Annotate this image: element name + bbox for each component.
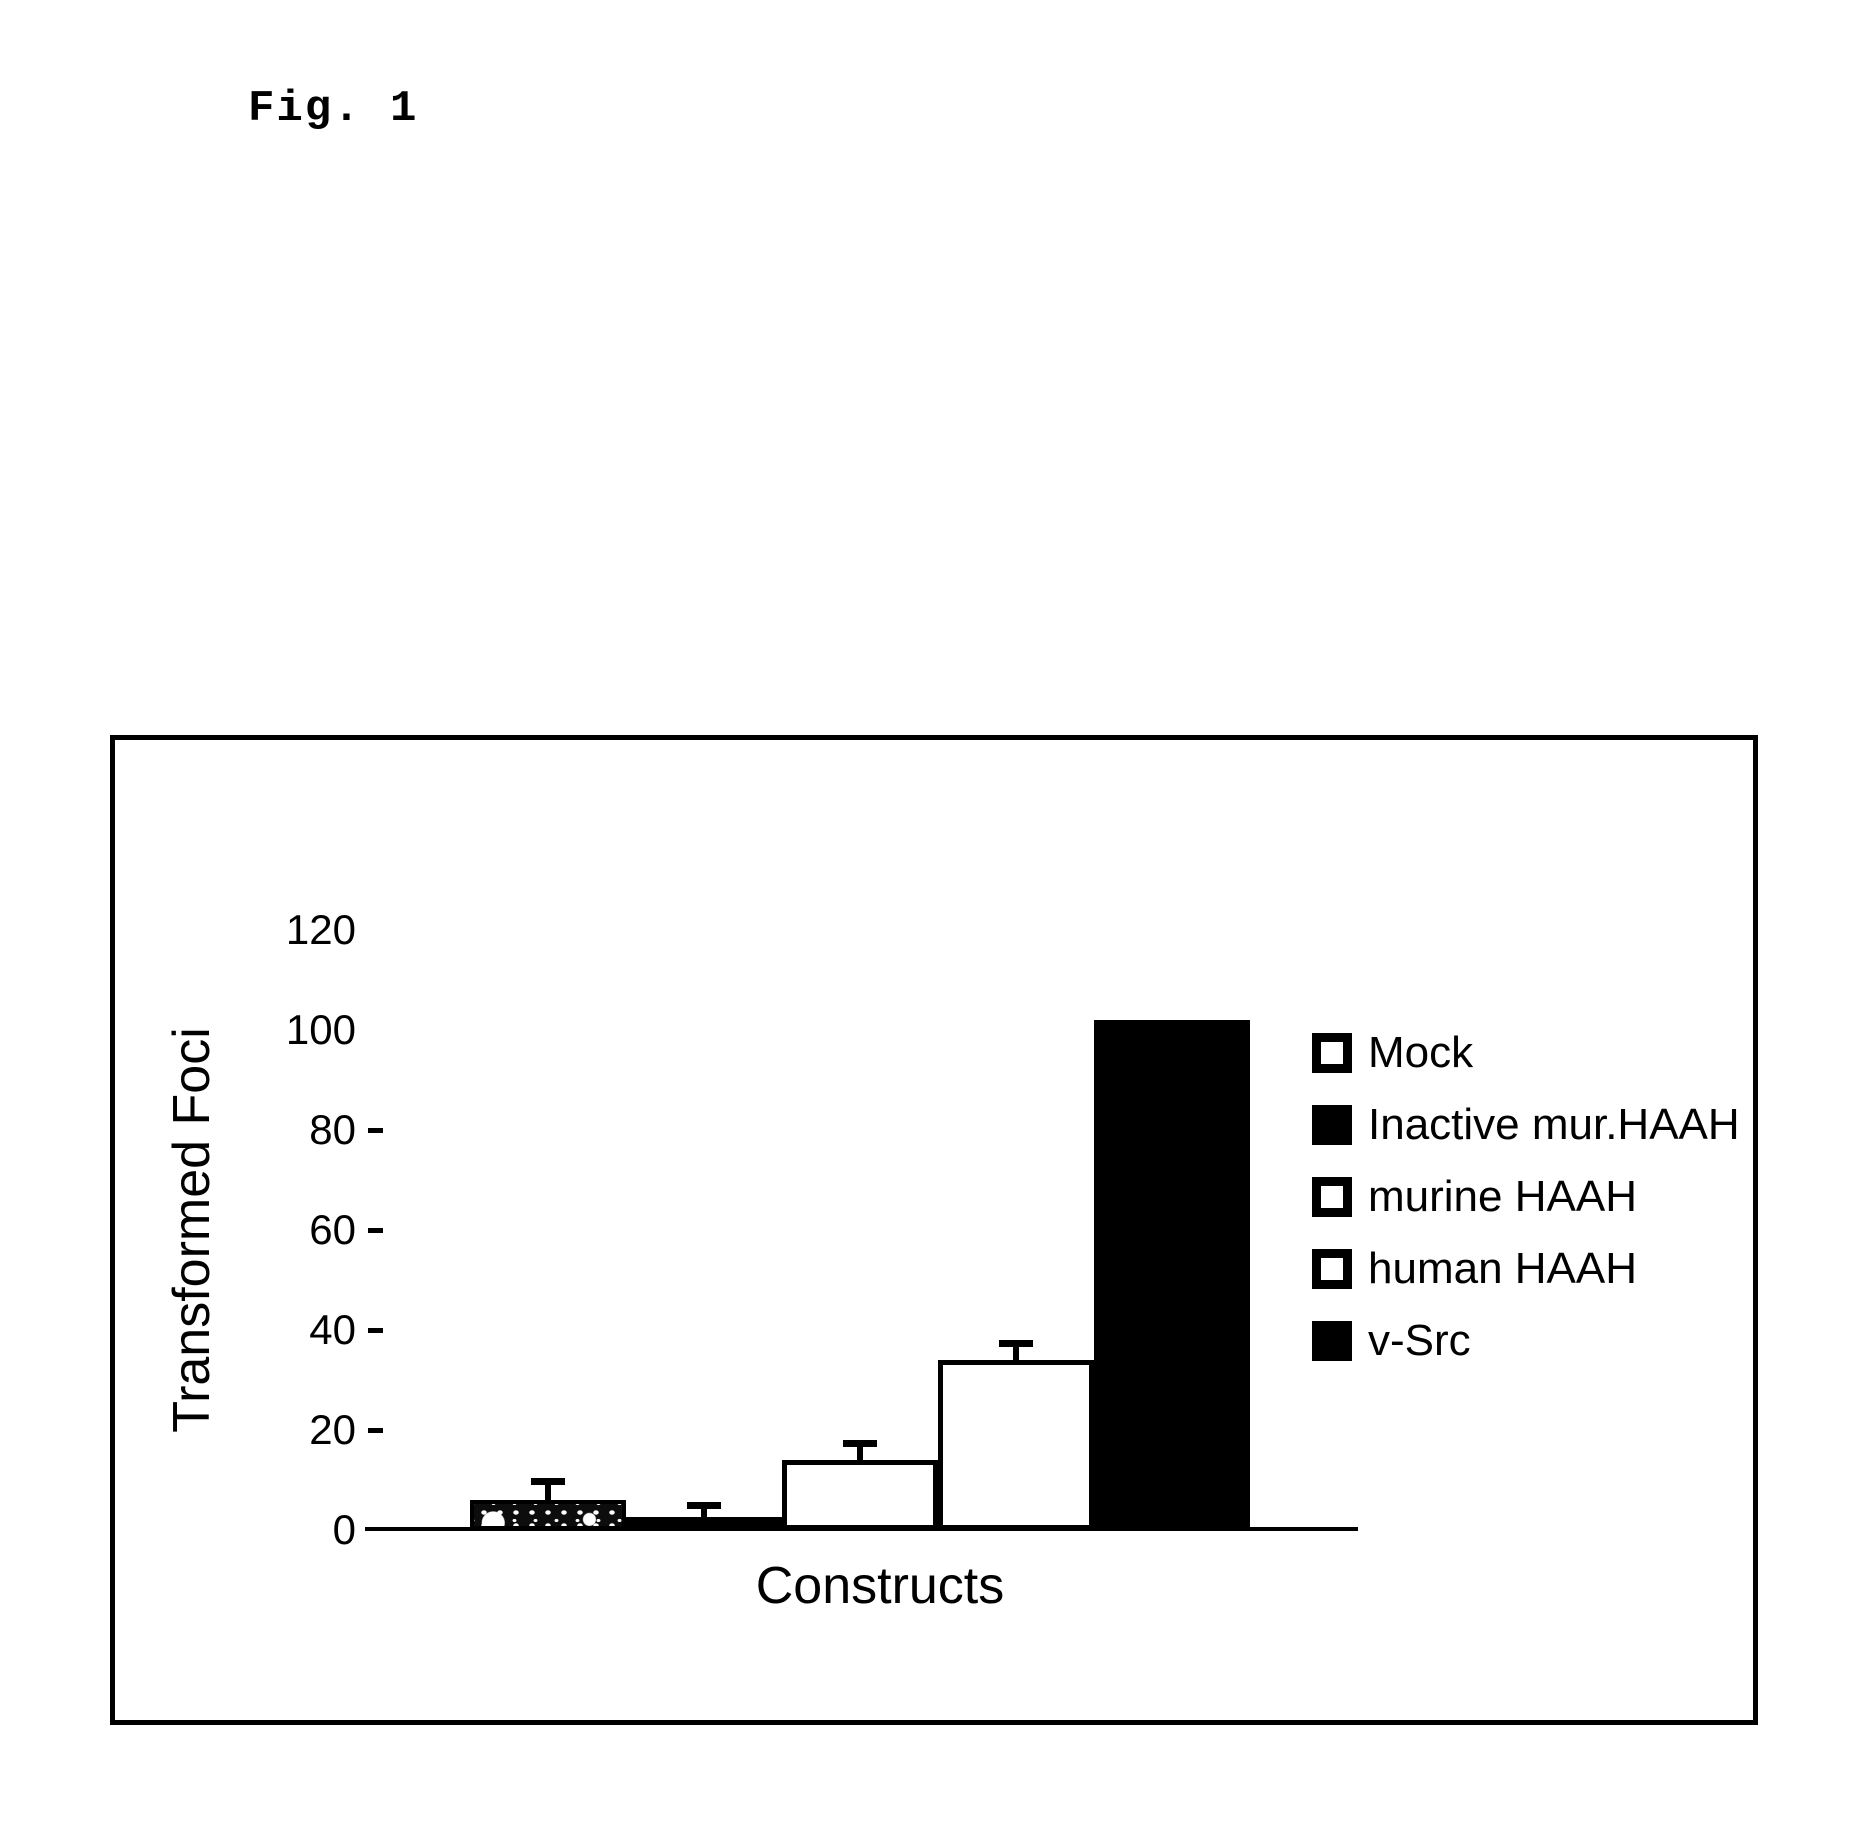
x-axis-title: Constructs xyxy=(755,1557,1005,1615)
figure-label: Fig. 1 xyxy=(248,84,419,134)
y-axis-title: Transformed Foci xyxy=(163,1027,221,1433)
chart-frame xyxy=(110,735,1758,1725)
